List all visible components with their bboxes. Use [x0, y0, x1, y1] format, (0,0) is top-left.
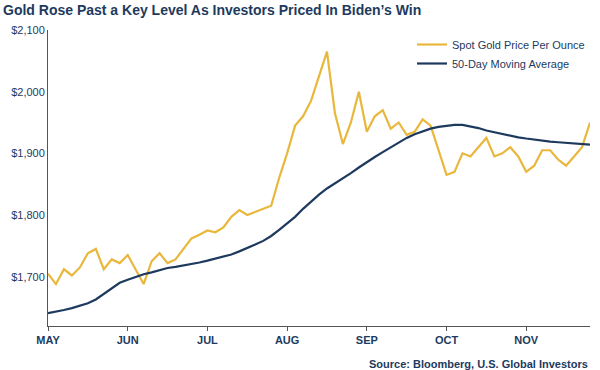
- svg-text:SEP: SEP: [356, 334, 378, 346]
- svg-text:Gold Rose Past a Key Level As: Gold Rose Past a Key Level As Investors …: [3, 2, 421, 18]
- svg-text:Spot Gold Price Per Ounce: Spot Gold Price Per Ounce: [452, 39, 585, 51]
- svg-text:JUL: JUL: [197, 334, 218, 346]
- svg-text:JUN: JUN: [117, 334, 139, 346]
- svg-text:$1,900: $1,900: [11, 147, 45, 159]
- svg-text:$1,800: $1,800: [11, 209, 45, 221]
- svg-text:$2,100: $2,100: [11, 24, 45, 36]
- svg-text:MAY: MAY: [36, 334, 60, 346]
- svg-text:$1,700: $1,700: [11, 271, 45, 283]
- svg-text:50-Day Moving Average: 50-Day Moving Average: [452, 58, 569, 70]
- svg-text:NOV: NOV: [514, 334, 539, 346]
- svg-text:OCT: OCT: [435, 334, 459, 346]
- svg-text:Source: Bloomberg, U.S. Global: Source: Bloomberg, U.S. Global Investors: [369, 358, 588, 370]
- svg-text:AUG: AUG: [275, 334, 299, 346]
- svg-text:$2,000: $2,000: [11, 86, 45, 98]
